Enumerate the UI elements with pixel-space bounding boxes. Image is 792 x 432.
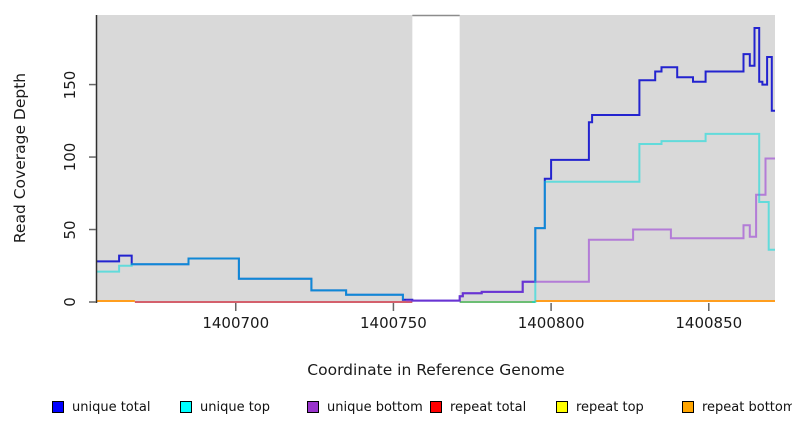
legend-item-unique-bottom: unique bottom [307, 399, 423, 415]
legend-item-repeat-bottom: repeat bottom [682, 399, 792, 415]
legend-label: repeat top [576, 399, 644, 415]
legend-label: repeat total [450, 399, 527, 415]
y-tick-label: 150 [61, 70, 79, 99]
x-tick-label: 1400800 [517, 314, 585, 332]
series-line-unique-bottom [406, 157, 775, 302]
y-axis-title: Read Coverage Depth [11, 72, 29, 244]
legend-label: unique bottom [327, 399, 423, 415]
repeat-top-swatch-icon [556, 401, 568, 413]
legend-item-unique-total: unique total [52, 399, 150, 415]
legend-item-unique-top: unique top [180, 399, 270, 415]
y-tick-label: 100 [61, 142, 79, 172]
unique-total-swatch-icon [52, 401, 64, 413]
legend-label: unique top [200, 399, 271, 415]
legend-item-repeat-top: repeat top [556, 399, 644, 415]
x-tick-label: 1400750 [360, 314, 427, 332]
no-data-gap-region [412, 16, 460, 302]
x-tick-label: 1400700 [202, 314, 270, 332]
repeat-bottom-swatch-icon [682, 401, 694, 413]
x-axis-title: Coordinate in Reference Genome [307, 361, 565, 379]
legend-label: unique total [72, 399, 151, 415]
y-tick-label: 0 [61, 297, 79, 307]
y-tick-label: 50 [61, 219, 79, 240]
unique-top-swatch-icon [180, 401, 192, 413]
series-line-unique-top [97, 132, 775, 303]
unique-bottom-swatch-icon [307, 401, 319, 413]
x-tick-label: 1400850 [675, 314, 743, 332]
legend-item-repeat-total: repeat total [430, 399, 526, 415]
chart-legend: unique total unique top unique bottom re… [0, 399, 792, 417]
repeat-total-swatch-icon [430, 401, 442, 413]
legend-label: repeat bottom [702, 399, 792, 415]
